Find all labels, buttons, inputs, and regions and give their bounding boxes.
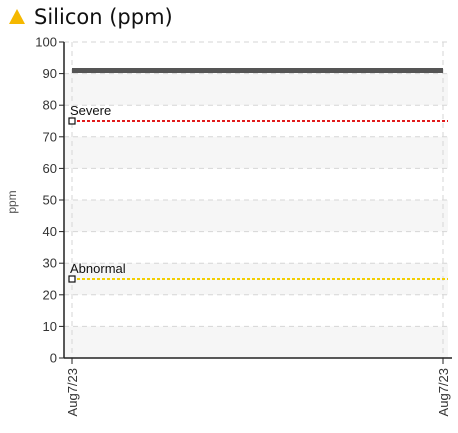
y-tick-label: 20 [43, 287, 57, 302]
y-tick-label: 10 [43, 319, 57, 334]
warning-triangle-icon [9, 9, 25, 24]
y-axis-label: ppm [5, 190, 19, 213]
y-tick-label: 80 [43, 98, 57, 113]
reference-label: Abnormal [70, 261, 126, 276]
plot-band [64, 73, 448, 106]
x-tick-label: Aug7/23 [65, 368, 80, 416]
reference-marker [68, 275, 76, 283]
reference-marker [68, 117, 76, 125]
y-tick-label: 50 [43, 193, 57, 208]
y-tick-label: 30 [43, 256, 57, 271]
y-tick-label: 100 [35, 35, 57, 50]
y-tick-labels: 0 10 20 30 40 50 60 70 80 90 100 [35, 35, 64, 366]
grid-lines [64, 41, 448, 358]
x-tick-label: Aug7/23 [436, 368, 451, 416]
y-tick-label: 90 [43, 66, 57, 81]
plot-band [64, 200, 448, 232]
reference-label: Severe [70, 103, 111, 118]
plot-band [64, 136, 448, 169]
y-tick-label: 60 [43, 161, 57, 176]
x-tick-labels: Aug7/23 Aug7/23 [65, 358, 451, 416]
reference-lines: Severe Abnormal [68, 103, 448, 283]
y-tick-label: 40 [43, 224, 57, 239]
y-tick-label: 70 [43, 129, 57, 144]
y-tick-label: 0 [50, 351, 57, 366]
chart-header: Silicon (ppm) [8, 2, 173, 32]
plot-band [64, 326, 448, 358]
chart-title: Silicon (ppm) [34, 5, 173, 29]
